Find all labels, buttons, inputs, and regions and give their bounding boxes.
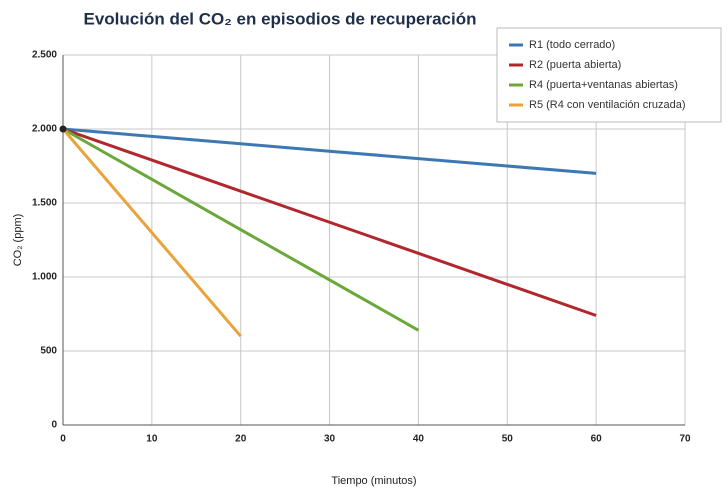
x-tick-label: 20 xyxy=(235,434,247,445)
y-axis-label: CO₂ (ppm) xyxy=(12,214,24,267)
y-tick-label: 2.500 xyxy=(32,50,57,61)
x-axis-label: Tiempo (minutos) xyxy=(331,475,416,487)
x-tick-label: 60 xyxy=(591,434,603,445)
series-line xyxy=(62,127,420,332)
y-tick-label: 2.000 xyxy=(32,124,57,135)
y-tick-label: 1.000 xyxy=(32,272,57,283)
x-tick-label: 40 xyxy=(413,434,425,445)
x-tick-label: 10 xyxy=(146,434,158,445)
legend-label: R1 (todo cerrado) xyxy=(529,39,615,51)
x-tick-label: 0 xyxy=(60,434,66,445)
series-line xyxy=(62,127,597,317)
legend-box xyxy=(496,27,722,123)
legend-label: R4 (puerta+ventanas abiertas) xyxy=(529,79,678,91)
x-tick-label: 70 xyxy=(679,434,691,445)
series-line xyxy=(62,127,597,175)
y-tick-label: 1.500 xyxy=(32,198,57,209)
series-line xyxy=(61,128,242,338)
y-tick-label: 500 xyxy=(40,346,57,357)
legend-label: R2 (puerta abierta) xyxy=(529,59,621,71)
legend-label: R5 (R4 con ventilación cruzada) xyxy=(529,99,686,111)
x-tick-label: 30 xyxy=(324,434,336,445)
x-tick-label: 50 xyxy=(502,434,514,445)
start-point xyxy=(59,125,67,133)
y-tick-label: 0 xyxy=(51,420,57,431)
chart-title: Evolución del CO₂ en episodios de recupe… xyxy=(84,9,477,28)
